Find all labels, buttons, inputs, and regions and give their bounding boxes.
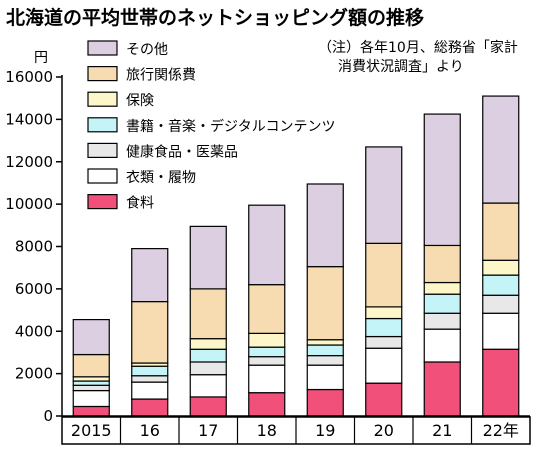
chart-note-line-1: （注）各年10月、総務省「家計 [318,39,518,56]
x-tick-label: 16 [140,421,160,440]
bar-segment [365,306,403,320]
y-tick-label: 4000 [15,322,53,340]
legend-label: 書籍・音楽・デジタルコンテンツ [126,118,335,135]
chart-note-line-2: 消費状況調査」より [338,59,464,75]
bar-segment [365,317,403,338]
bar-segment [189,338,227,350]
y-tick-label: 2000 [15,365,53,383]
bar-segment [248,204,286,286]
bar-segment [72,376,110,382]
bar-segment [482,348,520,417]
bar-segment [365,382,403,417]
x-tick-label: 22年 [483,421,519,440]
bar-segment [306,355,344,366]
bar-segment [306,183,344,268]
legend-swatch [87,117,118,133]
bar-segment [131,375,169,383]
y-tick-label: 16000 [5,68,53,86]
bar-segment [423,361,461,417]
chart-title: 北海道の平均世帯のネットショッピング額の推移 [6,6,424,29]
bar-segment [189,225,227,290]
bar-segment [306,266,344,341]
bar-segment [482,259,520,276]
legend-label: 食料 [126,195,154,212]
bar-segment [423,244,461,284]
bar-segment [248,392,286,417]
bar-segment [423,328,461,363]
legend-swatch [87,91,118,107]
bar-segment [482,95,520,204]
bar-segment [306,364,344,391]
bar-segment [189,396,227,417]
bar-segment [189,288,227,340]
bar-segment [423,113,461,247]
legend-swatch [87,65,118,82]
legend-label: 健康食品・医薬品 [126,143,238,160]
bar-segment [72,384,110,392]
bar-segment [482,202,520,261]
legend-swatch [87,194,118,210]
y-tick-label: 10000 [5,195,53,213]
bar-segment [423,312,461,330]
bar-segment [131,381,169,400]
y-axis: 0 2000 4000 6000 8000 10000 12000 14000 16000 [5,68,62,425]
bar-segment [248,332,286,348]
x-tick-label: 19 [315,421,335,440]
y-tick-label: 12000 [5,153,53,171]
bar-segment [248,364,286,394]
bar-segment [189,348,227,363]
y-tick-label: 8000 [15,238,53,256]
x-tick-label: 20 [374,421,394,440]
bar-segment [131,365,169,377]
bar-segment [189,361,227,376]
bar-segment [72,318,110,356]
x-tick-label: 21 [432,421,452,440]
bar-segment [482,312,520,350]
bar-segment [131,300,169,364]
legend-swatch [87,142,118,158]
axes [61,75,530,417]
bar-segment [365,347,403,384]
bar-segment [248,356,286,366]
x-tick-label: 2015 [71,421,112,440]
bar-segment [482,294,520,314]
x-tick-label: 17 [198,421,218,440]
bar-segment [423,293,461,314]
bar-segment [72,405,110,417]
bar-segment [72,353,110,378]
x-axis: 2015 16 17 18 19 20 21 22年 [61,416,531,445]
bar-segment [131,248,169,303]
legend-label: 旅行関係費 [126,68,196,84]
bar-segment [423,281,461,295]
bar-segment [365,146,403,244]
y-tick-label: 6000 [15,280,53,298]
legend-swatch [87,168,118,184]
y-axis-unit-label: 円 [34,50,48,66]
bar-segment [365,242,403,308]
bars [72,95,520,417]
legend-swatch [87,40,118,56]
bar-segment [306,344,344,357]
bar-segment [306,339,344,346]
legend-label: 衣類・履物 [126,170,196,186]
bar-segment [248,346,286,358]
bar-segment [131,398,169,417]
bar-segment [72,380,110,386]
bar-segment [306,388,344,417]
x-tick-label: 18 [257,421,277,440]
y-tick-label: 0 [43,407,53,425]
bar-segment [248,284,286,334]
legend-label: その他 [126,42,168,58]
bar-segment [189,374,227,398]
legend-label: 保険 [126,93,154,109]
bar-segment [72,389,110,408]
bar-segment [365,335,403,349]
bar-segment [482,274,520,296]
y-tick-label: 14000 [5,110,53,128]
